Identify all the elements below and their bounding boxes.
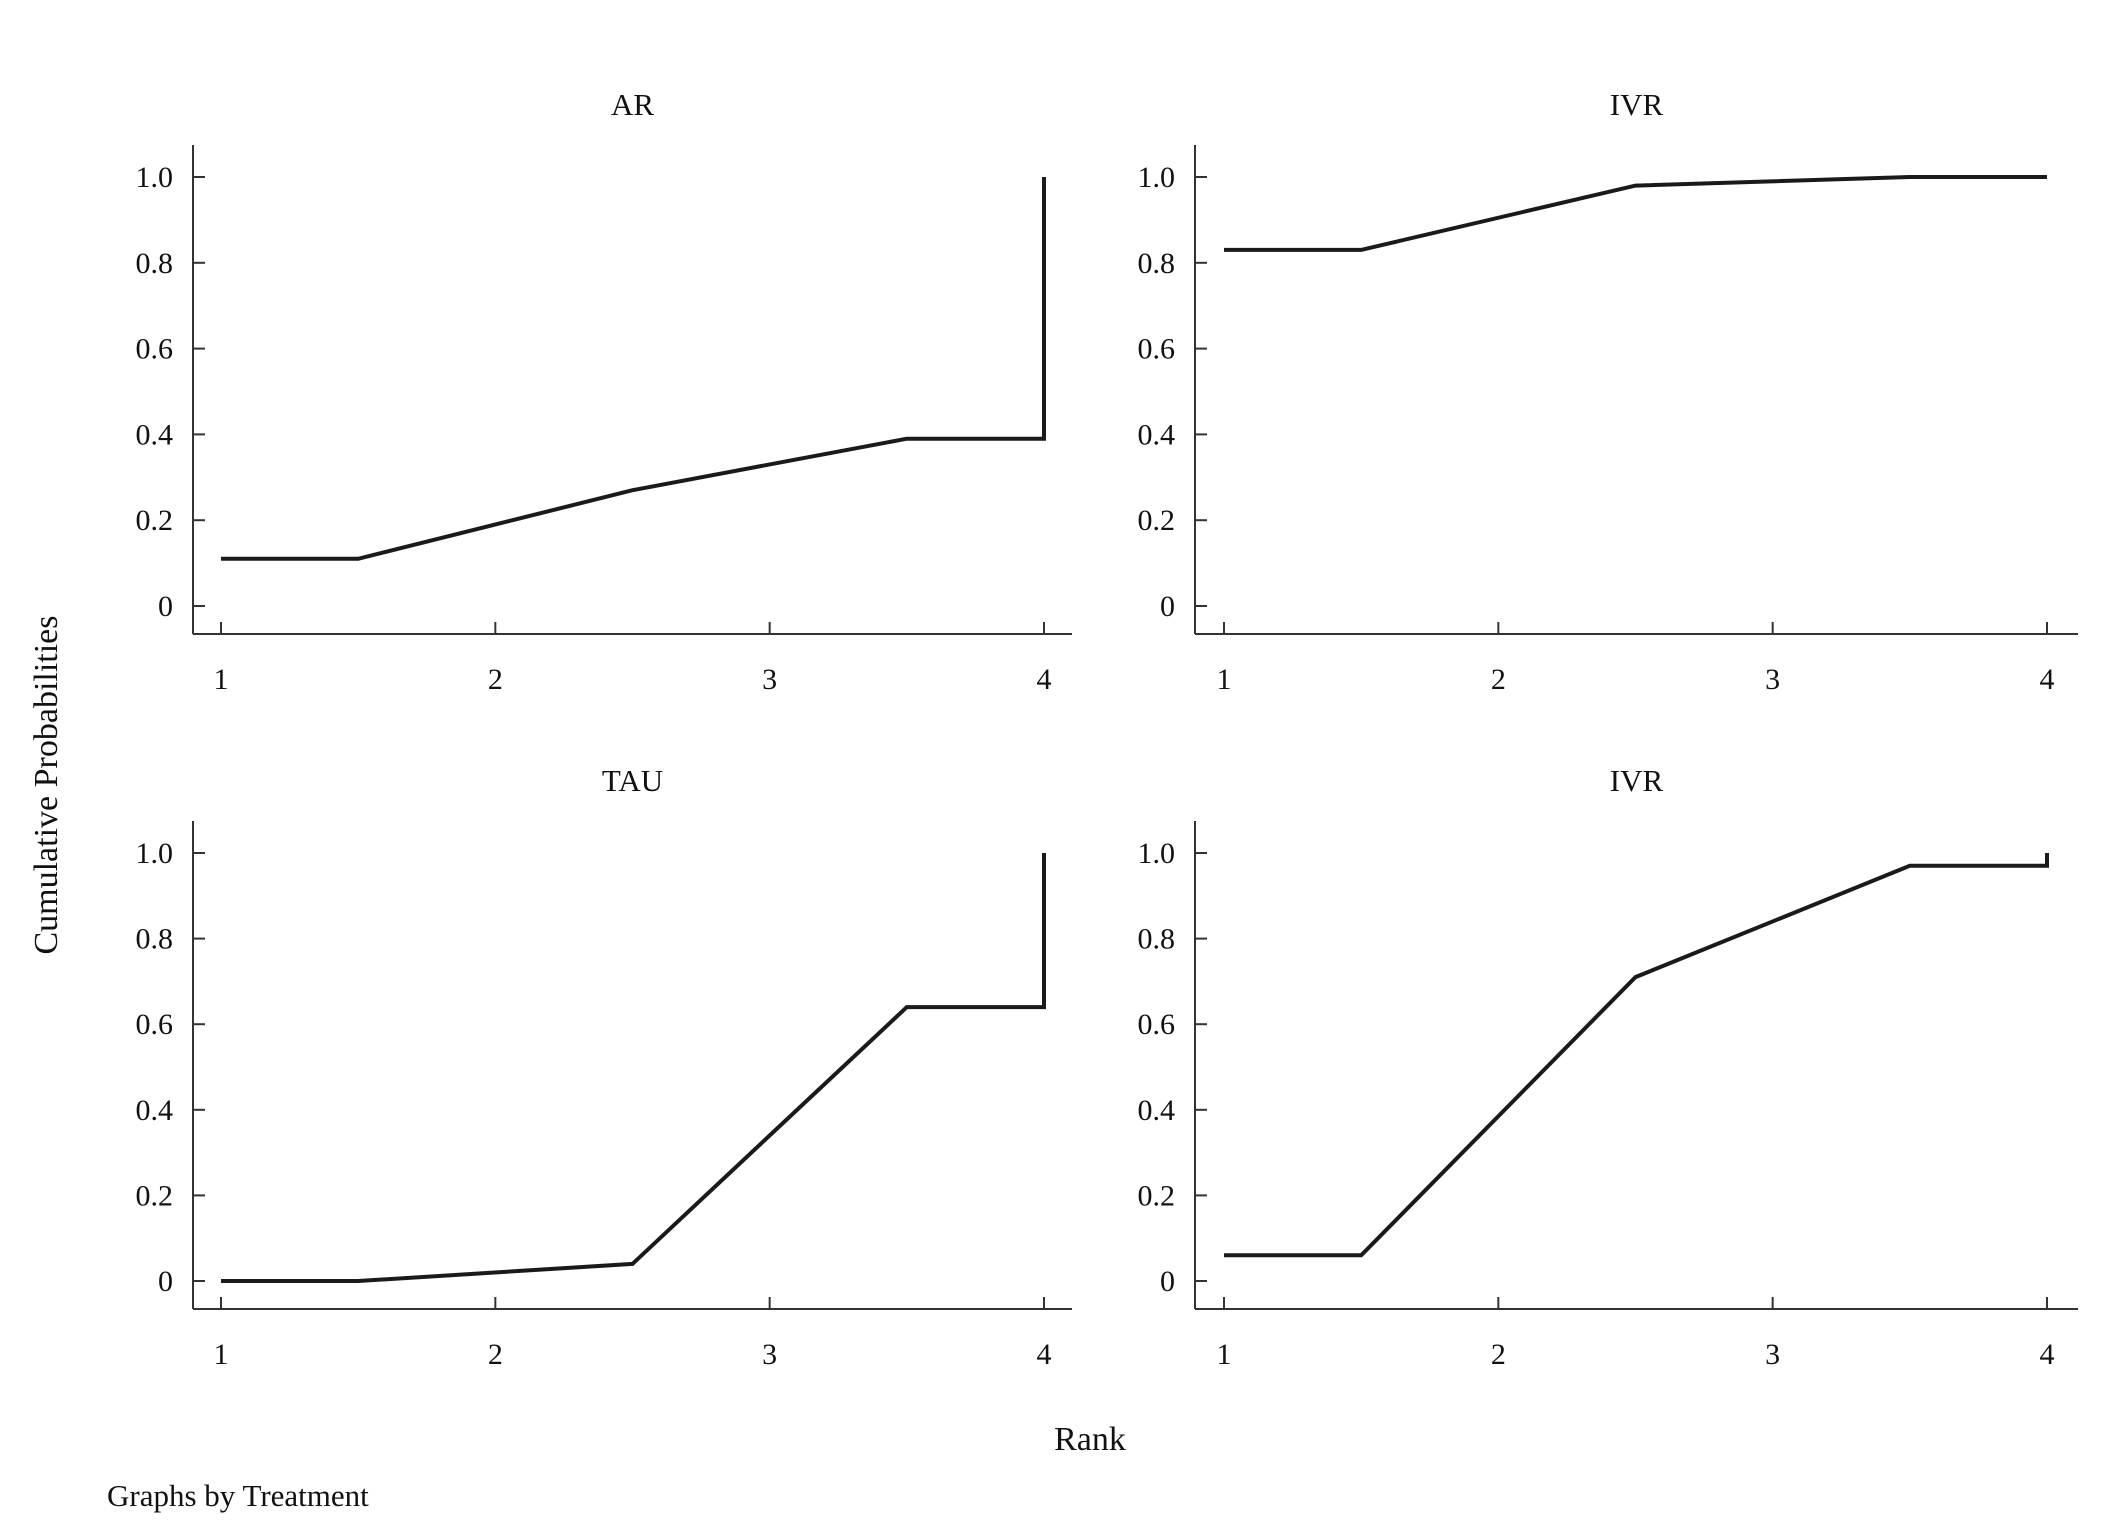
cumulative-probability-line bbox=[221, 177, 1046, 561]
panel-2: IVR 0 0.2 0.4 0.6 0.8 1.0 1 2 3 4 bbox=[1138, 87, 2078, 696]
y-tick-label: 0.4 bbox=[1138, 1094, 1176, 1127]
y-tick-label: 0.8 bbox=[136, 247, 174, 280]
cumulative-probability-line bbox=[1224, 175, 2047, 252]
panel-title: AR bbox=[611, 87, 654, 122]
y-tick-label: 0 bbox=[1160, 1265, 1175, 1298]
y-tick-label: 0.6 bbox=[136, 1008, 174, 1041]
x-tick-label: 2 bbox=[1491, 663, 1506, 696]
y-tick-label: 0.6 bbox=[1138, 333, 1176, 366]
x-tick-label: 1 bbox=[1217, 663, 1232, 696]
y-tick-label: 0 bbox=[158, 1265, 173, 1298]
x-tick-label: 2 bbox=[488, 1338, 503, 1371]
x-tick-label: 1 bbox=[214, 1338, 229, 1371]
x-tick-label: 2 bbox=[1491, 1338, 1506, 1371]
x-tick-label: 1 bbox=[214, 663, 229, 696]
x-tick-label: 1 bbox=[1217, 1338, 1232, 1371]
panel-3: TAU 0 0.2 0.4 0.6 0.8 1.0 1 2 3 4 bbox=[136, 763, 1072, 1371]
x-tick-label: 4 bbox=[1037, 663, 1052, 696]
y-tick-label: 0.8 bbox=[1138, 923, 1176, 956]
y-tick-label: 0.8 bbox=[136, 923, 174, 956]
y-tick-label: 0.6 bbox=[136, 333, 174, 366]
panel-title: IVR bbox=[1610, 87, 1664, 122]
y-tick-label: 0.2 bbox=[136, 1179, 174, 1212]
x-tick-label: 3 bbox=[762, 1338, 777, 1371]
y-axis-title: Cumulative Probabilities bbox=[28, 615, 65, 954]
y-tick-label: 1.0 bbox=[136, 837, 174, 870]
y-tick-label: 0.2 bbox=[136, 504, 174, 537]
x-tick-label: 3 bbox=[762, 663, 777, 696]
y-tick-label: 0.8 bbox=[1138, 247, 1176, 280]
y-tick-label: 0.6 bbox=[1138, 1008, 1176, 1041]
x-tick-label: 3 bbox=[1765, 1338, 1780, 1371]
x-tick-label: 4 bbox=[2040, 1338, 2055, 1371]
x-tick-label: 4 bbox=[1037, 1338, 1052, 1371]
x-axis-title: Rank bbox=[1054, 1421, 1126, 1458]
y-tick-label: 1.0 bbox=[1138, 837, 1176, 870]
x-tick-label: 2 bbox=[488, 663, 503, 696]
x-tick-label: 3 bbox=[1765, 663, 1780, 696]
panels: AR 0 0.2 0.4 0.6 0.8 1.0 1 2 3 4 IVR 0 0.2 0.4 0.6 0.8 1.… bbox=[136, 87, 2078, 1371]
y-tick-label: 0.4 bbox=[1138, 418, 1176, 451]
graphs-by-note: Graphs by Treatment bbox=[107, 1478, 369, 1513]
y-tick-label: 1.0 bbox=[1138, 161, 1176, 194]
panel-4: IVR 0 0.2 0.4 0.6 0.8 1.0 1 2 3 4 bbox=[1138, 763, 2078, 1371]
cumulative-probability-line bbox=[1224, 853, 2049, 1258]
y-tick-label: 0.4 bbox=[136, 418, 174, 451]
x-tick-label: 4 bbox=[2040, 663, 2055, 696]
panel-title: IVR bbox=[1610, 763, 1664, 798]
panel-1: AR 0 0.2 0.4 0.6 0.8 1.0 1 2 3 4 bbox=[136, 87, 1072, 696]
cumulative-probability-line bbox=[221, 853, 1046, 1283]
y-tick-label: 0 bbox=[158, 590, 173, 623]
y-tick-label: 0.2 bbox=[1138, 1179, 1176, 1212]
y-tick-label: 0.4 bbox=[136, 1094, 174, 1127]
y-tick-label: 0.2 bbox=[1138, 504, 1176, 537]
y-tick-label: 1.0 bbox=[136, 161, 174, 194]
panel-title: TAU bbox=[602, 763, 663, 798]
y-tick-label: 0 bbox=[1160, 590, 1175, 623]
